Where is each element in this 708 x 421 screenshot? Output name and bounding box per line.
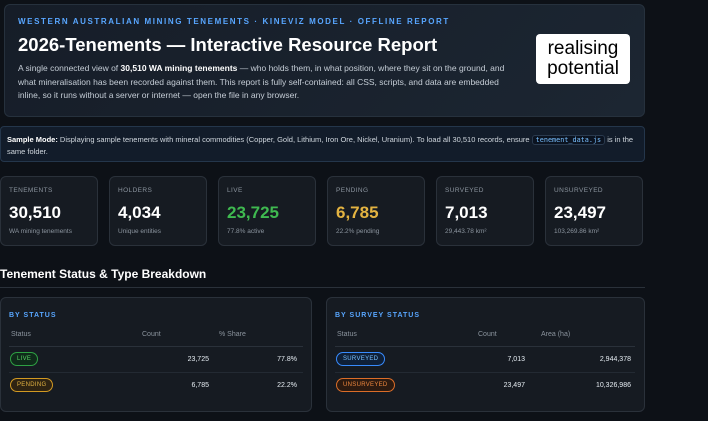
hero-eyebrow: WESTERN AUSTRALIAN MINING TENEMENTS · KI… — [18, 17, 450, 26]
stat-value: 7,013 — [445, 203, 488, 222]
data-file-code: tenement_data.js — [531, 135, 606, 145]
hero-banner: WESTERN AUSTRALIAN MINING TENEMENTS · KI… — [4, 4, 645, 117]
section-divider — [0, 287, 645, 288]
section-title: Tenement Status & Type Breakdown — [0, 267, 207, 281]
stat-card-unsurveyed: UNSURVEYED 23,497 103,269.86 km² — [545, 176, 643, 246]
stat-value: 6,785 — [336, 203, 379, 222]
page-title: 2026-Tenements — Interactive Resource Re… — [18, 34, 438, 55]
panel-title: BY STATUS — [9, 312, 57, 319]
stat-card-holders: HOLDERS 4,034 Unique entities — [109, 176, 207, 246]
notice-label: Sample Mode: — [7, 135, 58, 144]
brand-logo: realising potential — [536, 34, 630, 84]
stat-value: 4,034 — [118, 203, 161, 222]
hero-description-highlight: 30,510 WA mining tenements — [120, 63, 238, 73]
survey-table: Status Count Area (ha) SURVEYED 7,013 2,… — [335, 331, 635, 399]
status-badge: LIVE — [10, 352, 39, 366]
stat-value: 23,497 — [554, 203, 606, 222]
hero-description: A single connected view of 30,510 WA min… — [18, 63, 505, 100]
stat-value: 30,510 — [9, 203, 61, 222]
table-row[interactable]: PENDING 6,785 22.2% — [9, 373, 303, 399]
stat-cards: TENEMENTS 30,510 WA mining tenements HOL… — [0, 176, 645, 246]
status-panel: BY STATUS Status Count % Share LIVE 23,7… — [0, 297, 312, 412]
sample-mode-notice: Sample Mode: Displaying sample tenements… — [0, 126, 645, 162]
status-badge: PENDING — [10, 378, 54, 392]
stat-card-live: LIVE 23,725 77.8% active — [218, 176, 316, 246]
stat-value: 23,725 — [227, 203, 279, 222]
table-header: Status Count % Share — [9, 331, 303, 347]
stat-card-tenements: TENEMENTS 30,510 WA mining tenements — [0, 176, 98, 246]
status-badge: SURVEYED — [336, 352, 386, 366]
stat-card-pending: PENDING 6,785 22.2% pending — [327, 176, 425, 246]
table-header: Status Count Area (ha) — [335, 331, 635, 347]
table-row[interactable]: UNSURVEYED 23,497 10,326,986 — [335, 373, 635, 399]
survey-panel: BY SURVEY STATUS Status Count Area (ha) … — [326, 297, 645, 412]
stat-card-surveyed: SURVEYED 7,013 29,443.78 km² — [436, 176, 534, 246]
table-row[interactable]: SURVEYED 7,013 2,944,378 — [335, 347, 635, 373]
table-row[interactable]: LIVE 23,725 77.8% — [9, 347, 303, 373]
panel-title: BY SURVEY STATUS — [335, 312, 420, 319]
status-table: Status Count % Share LIVE 23,725 77.8% P… — [9, 331, 303, 399]
status-badge: UNSURVEYED — [336, 378, 395, 392]
